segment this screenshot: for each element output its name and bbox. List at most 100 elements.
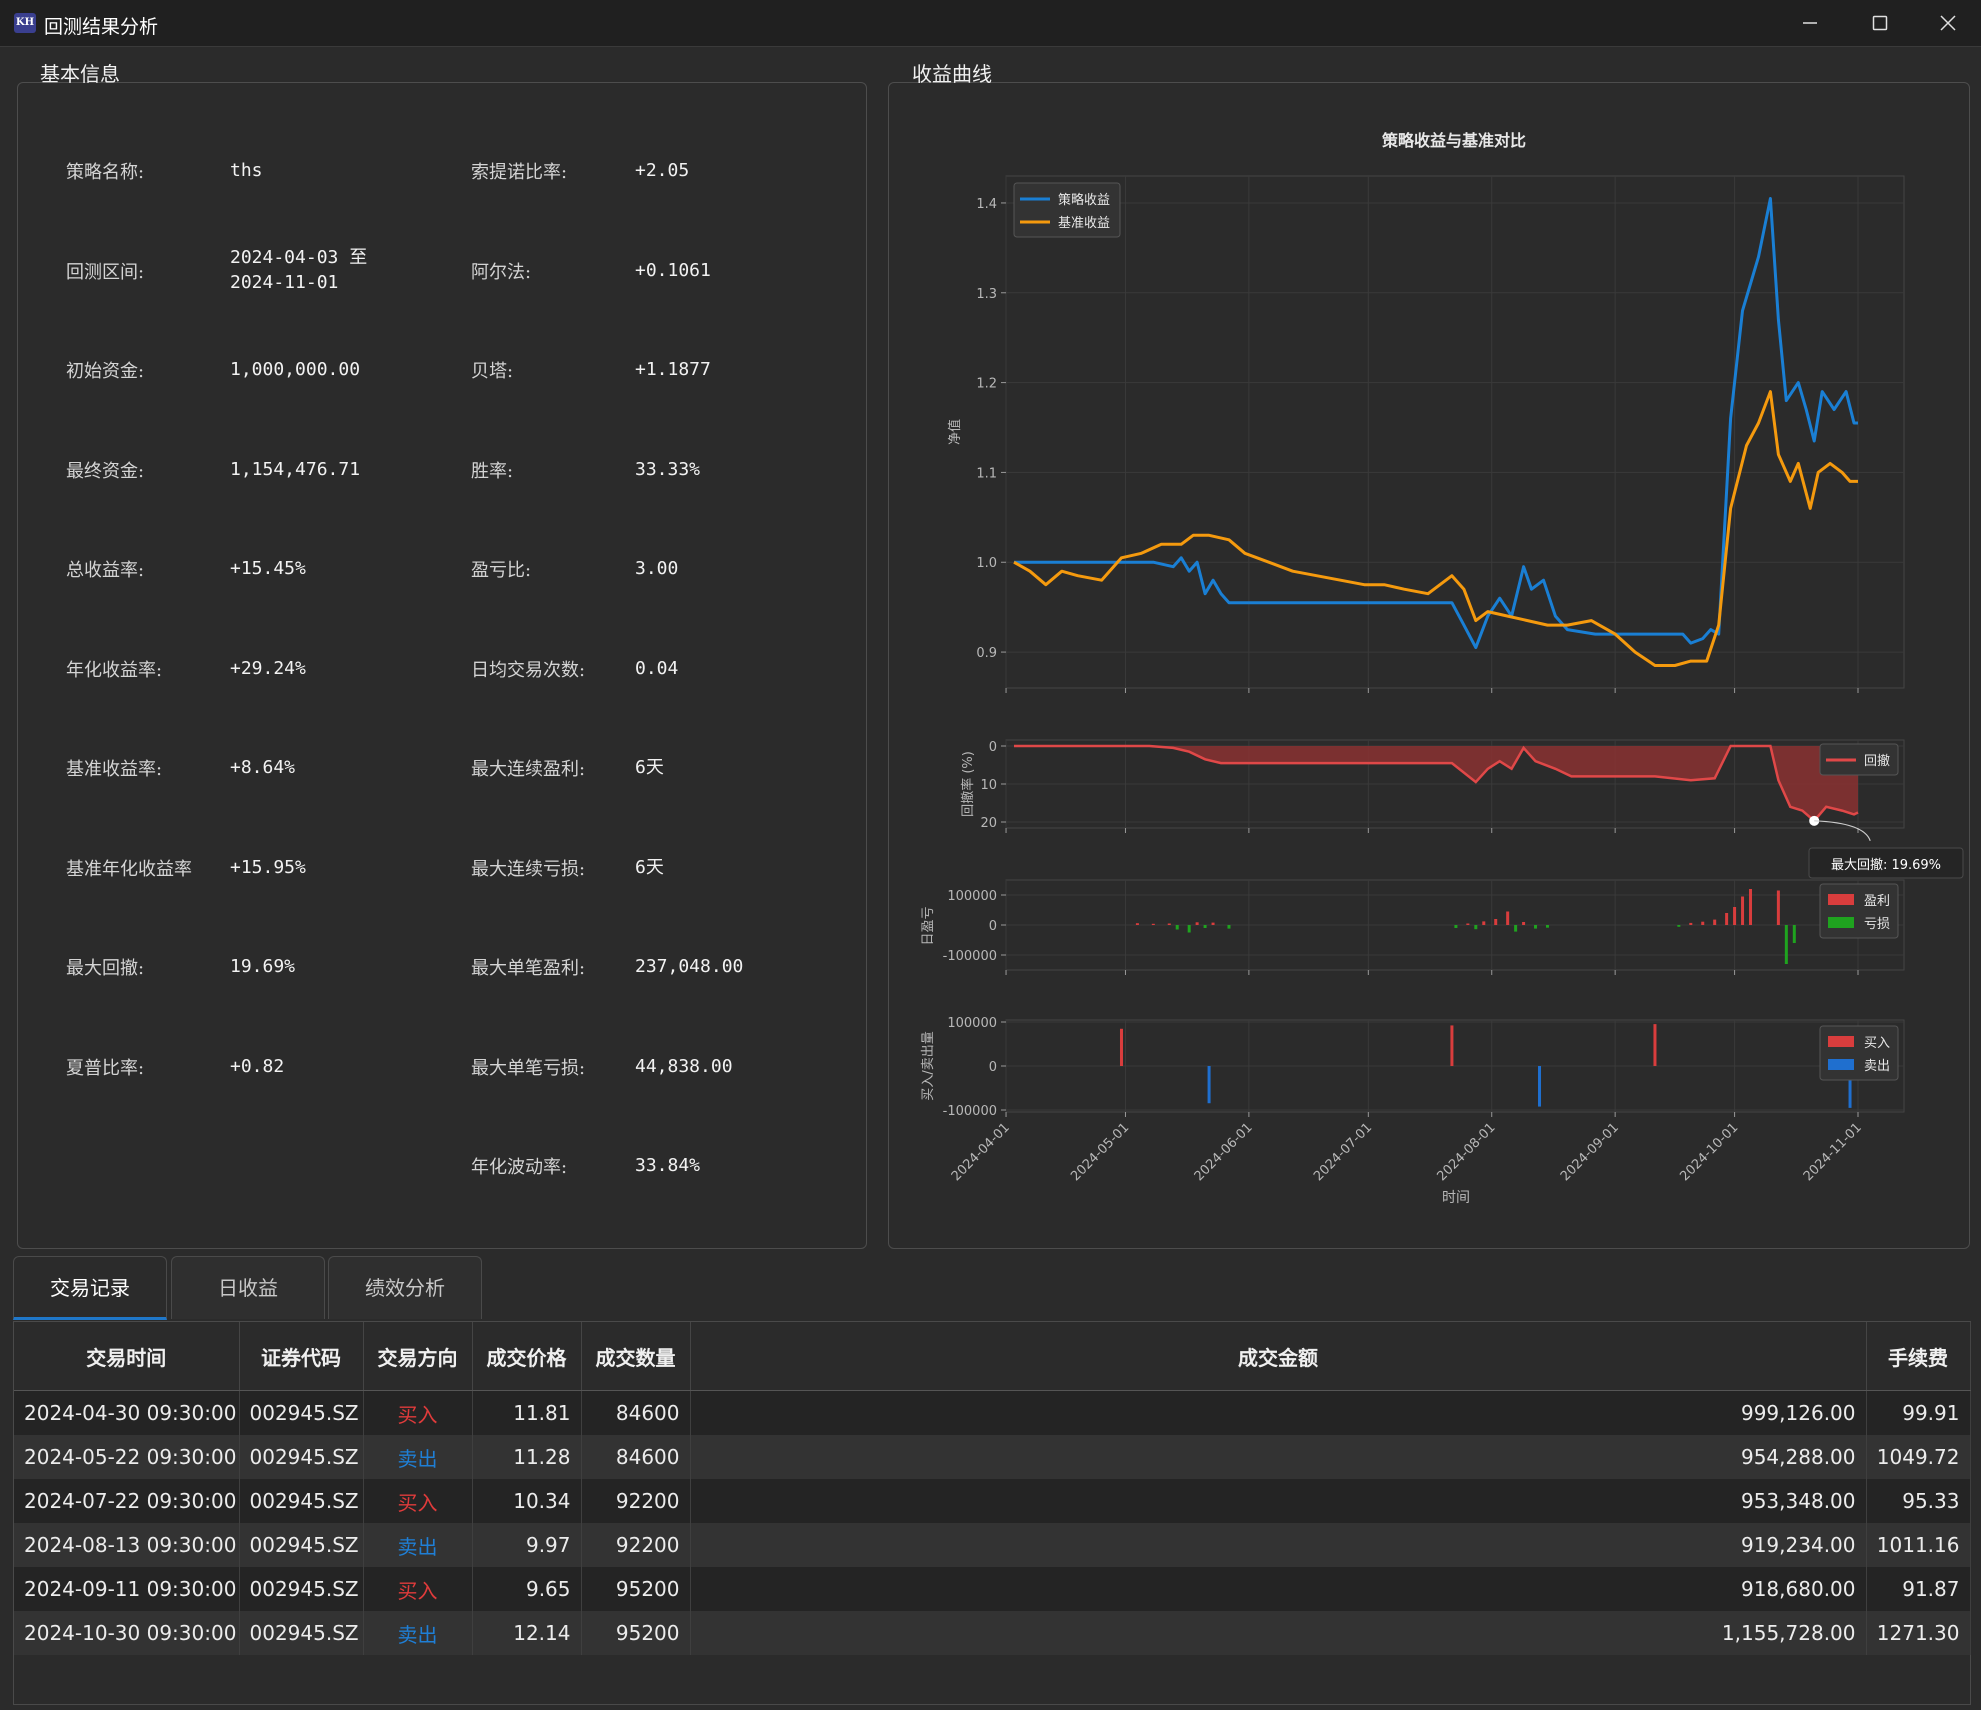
drawdown-area bbox=[1014, 746, 1858, 821]
volume-bar-0-0 bbox=[1119, 1028, 1123, 1066]
info-value-right-2: +1.1877 bbox=[635, 359, 711, 380]
info-label-left-0: 策略名称: bbox=[66, 162, 145, 183]
table-cell-3: 11.28 bbox=[472, 1435, 582, 1479]
legend-label: 策略收益 bbox=[1058, 192, 1110, 208]
table-header-row: 交易时间 证券代码 交易方向 成交价格 成交数量 成交金额 手续费 bbox=[14, 1322, 1971, 1391]
y-tick-label: 0.9 bbox=[976, 646, 997, 661]
x-tick-label-1: 2024-05-01 bbox=[1068, 1120, 1132, 1184]
y-axis-label: 买入/卖出量 bbox=[921, 1031, 936, 1100]
pnl-bar-0-12 bbox=[1713, 919, 1717, 925]
pnl-bar-0-1 bbox=[1151, 923, 1155, 925]
info-value-left-7: +15.95% bbox=[230, 856, 306, 878]
pnl-bar-1-10 bbox=[1784, 925, 1788, 964]
returns-chart-title: 收益曲线 bbox=[912, 62, 992, 86]
table-row[interactable]: 2024-07-22 09:30:00 002945.SZ 买入 10.34 92200… bbox=[14, 1479, 1971, 1523]
table-cell-2: 卖出 bbox=[363, 1611, 473, 1655]
drawdown-line bbox=[1014, 744, 1859, 823]
pnl-bar-0-3 bbox=[1195, 922, 1199, 925]
column-header-0[interactable]: 交易时间 bbox=[14, 1322, 240, 1391]
tab-2[interactable]: 绩效分析 bbox=[328, 1256, 482, 1319]
table-row[interactable]: 2024-05-22 09:30:00 002945.SZ 卖出 11.28 84600… bbox=[14, 1435, 1971, 1479]
basic-info-panel bbox=[17, 82, 867, 1249]
legend-swatch bbox=[1828, 1036, 1854, 1047]
info-value-right-5: 0.04 bbox=[635, 657, 679, 679]
info-label-right-0: 索提诺比率: bbox=[471, 162, 568, 183]
table-cell-6: 1011.16 bbox=[1866, 1523, 1971, 1567]
column-header-1[interactable]: 证券代码 bbox=[239, 1322, 364, 1391]
series-line-1 bbox=[1013, 390, 1858, 667]
info-label-right-9: 最大单笔亏损: bbox=[471, 1057, 586, 1079]
table-cell-3: 9.97 bbox=[472, 1523, 582, 1567]
pnl-bar-0-0 bbox=[1135, 923, 1139, 925]
close-icon bbox=[1940, 15, 1956, 31]
column-header-5[interactable]: 成交金额 bbox=[690, 1322, 1867, 1391]
table-cell-1: 002945.SZ bbox=[239, 1611, 364, 1655]
info-label-left-8: 最大回撤: bbox=[66, 958, 145, 979]
table-cell-1: 002945.SZ bbox=[239, 1479, 364, 1523]
legend-swatch bbox=[1828, 917, 1854, 928]
tab-1[interactable]: 日收益 bbox=[171, 1256, 325, 1319]
column-header-6[interactable]: 手续费 bbox=[1866, 1322, 1971, 1391]
table-cell-4: 95200 bbox=[581, 1611, 691, 1655]
y-axis-label: 回撤率 (%) bbox=[960, 751, 976, 817]
y-tick-label: 100000 bbox=[947, 1016, 997, 1031]
info-label-right-2: 贝塔: bbox=[471, 361, 514, 382]
x-tick-label-0: 2024-04-01 bbox=[949, 1120, 1013, 1184]
info-label-right-3: 胜率: bbox=[471, 460, 514, 482]
tab-0[interactable]: 交易记录 bbox=[13, 1256, 167, 1320]
table-cell-6: 95.33 bbox=[1866, 1479, 1971, 1523]
title-bar: KH 回测结果分析 bbox=[0, 0, 1981, 47]
y-tick-label: 0 bbox=[989, 1060, 997, 1075]
annotation-label: 最大回撤: 19.69% bbox=[1831, 857, 1941, 873]
info-value-right-9: 44,838.00 bbox=[635, 1055, 733, 1077]
table-cell-0: 2024-07-22 09:30:00 bbox=[14, 1479, 240, 1523]
annotation-box bbox=[1808, 847, 1964, 879]
x-tick-label-2: 2024-06-01 bbox=[1192, 1120, 1256, 1184]
pnl-bar-1-2 bbox=[1203, 925, 1207, 928]
volume-bar-1-1 bbox=[1538, 1066, 1542, 1107]
pnl-bar-0-10 bbox=[1689, 922, 1693, 925]
info-value-left-2: 1,000,000.00 bbox=[230, 359, 361, 380]
info-label-left-9: 夏普比率: bbox=[66, 1057, 145, 1079]
column-header-3[interactable]: 成交价格 bbox=[472, 1322, 582, 1391]
table-cell-2: 买入 bbox=[363, 1479, 473, 1523]
pnl-bar-0-14 bbox=[1733, 907, 1737, 925]
volume-bar-0-1 bbox=[1450, 1025, 1454, 1066]
table-row[interactable]: 2024-08-13 09:30:00 002945.SZ 卖出 9.97 92200 9… bbox=[14, 1523, 1971, 1567]
table-cell-5: 919,234.00 bbox=[690, 1523, 1867, 1567]
table-cell-2: 卖出 bbox=[363, 1523, 473, 1567]
volume-bar-1-2 bbox=[1848, 1066, 1852, 1108]
x-tick-label-4: 2024-08-01 bbox=[1435, 1120, 1499, 1184]
y-tick-label: 1.1 bbox=[976, 466, 997, 481]
y-tick-label: -100000 bbox=[943, 949, 997, 964]
table-cell-4: 92200 bbox=[581, 1479, 691, 1523]
table-cell-0: 2024-04-30 09:30:00 bbox=[14, 1390, 240, 1435]
info-value-right-10: 33.84% bbox=[635, 1155, 701, 1176]
close-button[interactable] bbox=[1913, 0, 1981, 46]
pnl-bar-0-8 bbox=[1506, 911, 1510, 925]
table-body: 2024-04-30 09:30:00 002945.SZ 买入 11.81 84600… bbox=[14, 1390, 1971, 1655]
table-cell-1: 002945.SZ bbox=[239, 1390, 364, 1435]
table-row[interactable]: 2024-10-30 09:30:00 002945.SZ 卖出 12.14 95200… bbox=[14, 1611, 1971, 1655]
table-cell-5: 1,155,728.00 bbox=[690, 1611, 1867, 1655]
maximize-button[interactable] bbox=[1845, 0, 1915, 46]
column-header-4[interactable]: 成交数量 bbox=[581, 1322, 691, 1391]
column-header-2[interactable]: 交易方向 bbox=[363, 1322, 473, 1391]
legend-label: 卖出 bbox=[1864, 1059, 1890, 1074]
y-axis-label: 日盈亏 bbox=[921, 906, 936, 945]
table-cell-3: 9.65 bbox=[472, 1567, 582, 1611]
info-label-right-7: 最大连续亏损: bbox=[471, 858, 586, 880]
info-value-left-5: +29.24% bbox=[230, 657, 306, 679]
app-logo-icon: KH bbox=[14, 13, 36, 33]
table-row[interactable]: 2024-04-30 09:30:00 002945.SZ 买入 11.81 84600… bbox=[14, 1390, 1971, 1435]
table-cell-5: 999,126.00 bbox=[690, 1390, 1867, 1435]
minimize-button[interactable] bbox=[1775, 0, 1845, 46]
volume-bar-1-0 bbox=[1207, 1066, 1211, 1104]
info-value-left-3: 1,154,476.71 bbox=[230, 458, 361, 480]
table-row[interactable]: 2024-09-11 09:30:00 002945.SZ 买入 9.65 95200 9… bbox=[14, 1567, 1971, 1611]
legend-box bbox=[1819, 743, 1899, 776]
table-cell-4: 95200 bbox=[581, 1567, 691, 1611]
table-cell-3: 11.81 bbox=[472, 1390, 582, 1435]
info-label-right-10: 年化波动率: bbox=[471, 1157, 568, 1178]
